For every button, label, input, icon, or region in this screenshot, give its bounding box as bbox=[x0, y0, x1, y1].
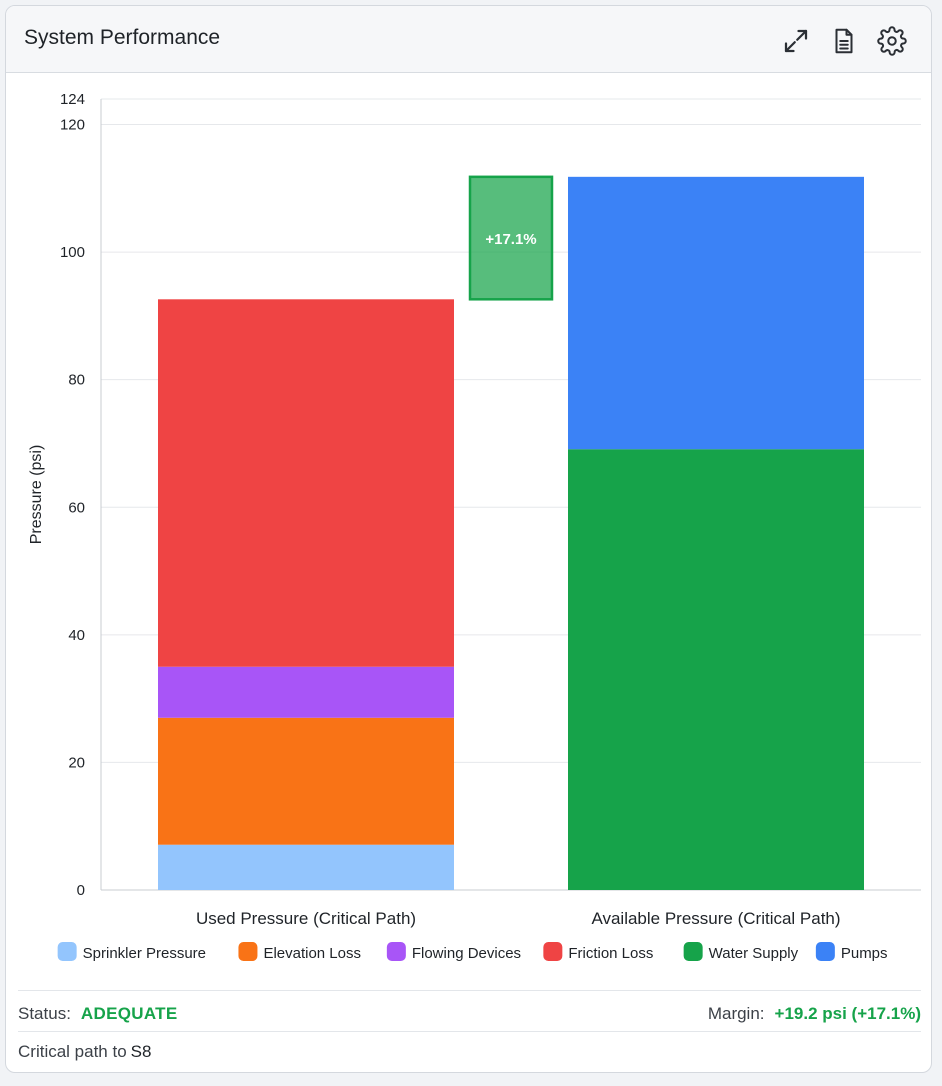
gear-icon[interactable] bbox=[875, 24, 909, 58]
y-axis-label: Pressure (psi) bbox=[28, 445, 45, 545]
legend-label: Water Supply bbox=[709, 945, 799, 962]
bar-segment-flowing-devices bbox=[158, 666, 454, 718]
status-row: Status: ADEQUATE Margin: +19.2 psi (+17.1%… bbox=[18, 990, 921, 1032]
margin-label: Margin: bbox=[707, 1004, 765, 1023]
status-section: Status: ADEQUATE bbox=[18, 1004, 177, 1024]
legend-label: Sprinkler Pressure bbox=[83, 945, 206, 962]
card-title: System Performance bbox=[24, 26, 221, 49]
critical-path-label: Critical path to bbox=[18, 1042, 127, 1061]
expand-icon[interactable] bbox=[779, 24, 813, 58]
legend-swatch-friction-loss bbox=[543, 942, 563, 961]
legend-swatch-pumps bbox=[815, 942, 835, 961]
status-value: ADEQUATE bbox=[80, 1004, 178, 1023]
y-tick-label: 60 bbox=[68, 499, 85, 516]
bar-segment-pumps bbox=[568, 176, 864, 450]
card-header: System Performance bbox=[6, 6, 931, 73]
legend-swatch-sprinkler-pressure bbox=[57, 942, 77, 961]
system-performance-card: System Performance 0 20 40 60 80 100 120 124 Pr bbox=[5, 5, 932, 1073]
y-tick-label: 80 bbox=[68, 372, 85, 389]
legend-swatch-water-supply bbox=[683, 942, 703, 961]
pressure-chart: 0 20 40 60 80 100 120 124 Pressure (psi) Used Pre… bbox=[6, 74, 931, 984]
margin-bar-label: +17.1% bbox=[485, 231, 536, 248]
x-tick-label: Available Pressure (Critical Path) bbox=[591, 909, 840, 928]
y-tick-label: 40 bbox=[68, 627, 85, 644]
x-tick-label: Used Pressure (Critical Path) bbox=[196, 909, 416, 928]
margin-bar bbox=[468, 175, 554, 301]
critical-path-node[interactable]: S8 bbox=[130, 1042, 152, 1061]
legend-label: Friction Loss bbox=[568, 945, 653, 962]
y-tick-label: 100 bbox=[60, 244, 85, 261]
header-actions bbox=[779, 24, 909, 58]
legend-swatch-elevation-loss bbox=[238, 942, 258, 961]
margin-section: Margin: +19.2 psi (+17.1%) bbox=[708, 1004, 921, 1024]
margin-value: +19.2 psi (+17.1%) bbox=[774, 1004, 921, 1023]
legend-label: Pumps bbox=[841, 945, 888, 962]
legend-label: Flowing Devices bbox=[412, 945, 521, 962]
critical-path-text: Critical path to S8 bbox=[18, 1042, 151, 1062]
bar-segment-sprinkler-pressure bbox=[158, 844, 454, 890]
bar-segment-elevation-loss bbox=[158, 717, 454, 845]
y-tick-label: 20 bbox=[68, 754, 85, 771]
y-tick-label: 120 bbox=[60, 117, 85, 134]
document-icon[interactable] bbox=[827, 24, 861, 58]
bar-segment-water-supply bbox=[568, 449, 864, 890]
legend-label: Elevation Loss bbox=[263, 945, 361, 962]
critical-path-row: Critical path to S8 bbox=[18, 1042, 921, 1072]
bar-segment-friction-loss bbox=[158, 299, 454, 667]
y-tick-label: 124 bbox=[60, 91, 85, 108]
y-tick-label: 0 bbox=[77, 882, 85, 899]
status-label: Status: bbox=[18, 1004, 71, 1023]
legend-swatch-flowing-devices bbox=[386, 942, 406, 961]
chart-svg: 0 20 40 60 80 100 120 124 Pressure (psi) Used Pre… bbox=[28, 91, 921, 962]
